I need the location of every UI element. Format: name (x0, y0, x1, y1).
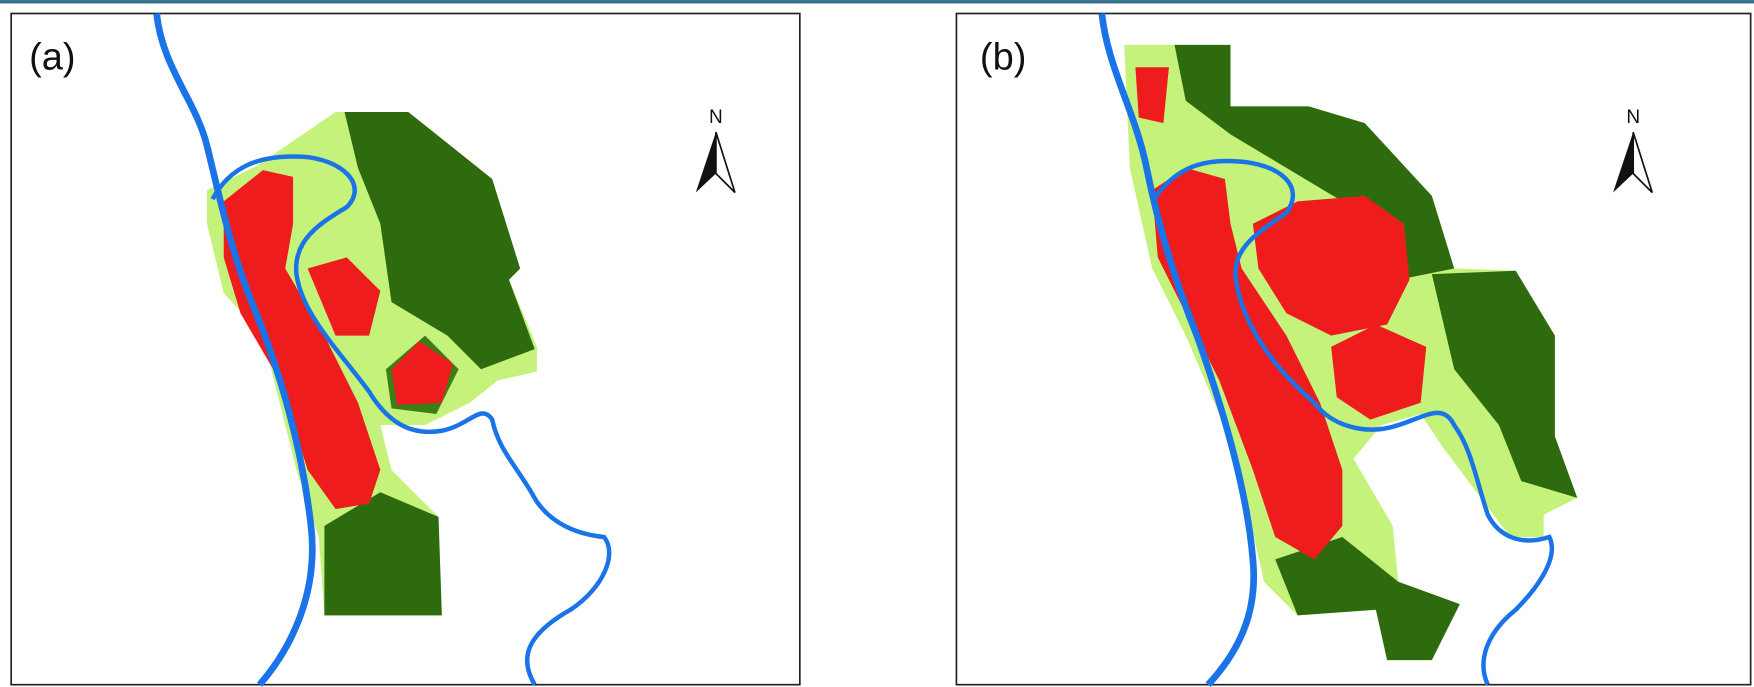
top-rule (0, 0, 1754, 3)
north-label: N (709, 107, 723, 128)
panel-a: (a) N (11, 14, 800, 685)
urban (1135, 67, 1169, 123)
panel-b: (b) N (956, 14, 1750, 685)
page: (a) N (b) N (() => { const data = JSON.p… (0, 0, 1754, 687)
north-label: N (1626, 107, 1640, 128)
figure: (a) N (b) N (0, 0, 1754, 687)
panel-label: (b) (980, 36, 1026, 78)
panel-label: (a) (29, 36, 75, 78)
